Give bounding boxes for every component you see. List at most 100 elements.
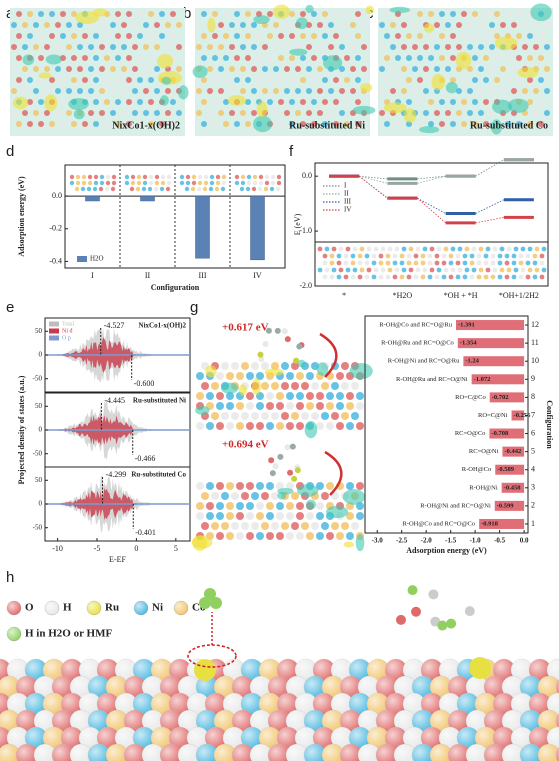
atom	[441, 253, 447, 259]
surface-shine	[529, 693, 551, 715]
value-label: -1.24	[465, 358, 479, 365]
atom	[436, 246, 442, 252]
atom	[166, 174, 172, 180]
atom	[216, 392, 224, 400]
surface-shine	[547, 693, 559, 715]
surface-shine	[7, 727, 29, 749]
surface-shine	[160, 676, 182, 698]
atom	[115, 77, 121, 83]
atom	[264, 180, 270, 186]
atom	[87, 174, 93, 180]
atom	[71, 121, 77, 127]
atom	[516, 33, 522, 39]
atom	[379, 110, 385, 116]
atom	[197, 174, 203, 180]
charge-density	[316, 362, 329, 376]
atom	[384, 11, 390, 17]
atom	[533, 110, 539, 116]
surface-shine	[466, 676, 488, 698]
surface-shine	[493, 659, 515, 681]
atom	[286, 372, 294, 380]
connector	[475, 199, 505, 214]
atom	[115, 55, 121, 61]
atom	[197, 180, 203, 186]
atom	[218, 44, 224, 50]
atom	[289, 99, 295, 105]
atom	[439, 55, 445, 61]
atom	[457, 267, 463, 273]
atom	[352, 267, 358, 273]
surface-shine	[529, 659, 551, 681]
atom	[427, 253, 433, 259]
surface-shine	[493, 727, 515, 749]
bar	[250, 195, 265, 261]
atom	[49, 11, 55, 17]
atom	[344, 121, 350, 127]
atom	[300, 77, 306, 83]
surface-shine	[268, 676, 290, 698]
atom	[229, 110, 235, 116]
surface-shine	[169, 727, 191, 749]
molecule-atom	[265, 327, 272, 334]
atom	[115, 11, 121, 17]
atom	[355, 121, 361, 127]
atom	[278, 121, 284, 127]
atom	[344, 99, 350, 105]
atom	[11, 110, 17, 116]
charge-density	[68, 98, 89, 111]
surface-shine	[7, 693, 29, 715]
atom	[246, 180, 252, 186]
atom	[472, 55, 478, 61]
y-tick-label: 3	[531, 483, 535, 492]
bar	[479, 518, 525, 529]
atom	[350, 274, 356, 280]
surface-shine	[286, 676, 308, 698]
atom	[212, 99, 218, 105]
y-tick-label: 0	[39, 500, 43, 508]
x-tick-label: II	[145, 271, 151, 280]
ru-atom	[469, 657, 491, 679]
surface-shine	[448, 744, 470, 761]
atom	[71, 77, 77, 83]
atom	[364, 260, 370, 266]
value-label: -0.589	[497, 466, 515, 473]
atom	[196, 392, 204, 400]
atom	[533, 22, 539, 28]
atom	[415, 267, 421, 273]
atom	[326, 422, 334, 430]
panel-letter: b	[183, 5, 191, 22]
atom	[295, 66, 301, 72]
atom	[132, 110, 138, 116]
y-axis-label: Configuration	[545, 400, 554, 449]
atom	[395, 55, 401, 61]
atom	[212, 11, 218, 17]
atom	[356, 402, 364, 410]
atom	[341, 362, 349, 370]
surface-shine	[430, 676, 452, 698]
atom	[55, 88, 61, 94]
atom	[218, 22, 224, 28]
atom	[322, 253, 328, 259]
charge-density	[253, 15, 270, 25]
atom	[392, 253, 398, 259]
surface-shine	[538, 676, 559, 698]
hmf-atom	[446, 618, 457, 629]
atom	[240, 88, 246, 94]
atom	[350, 22, 356, 28]
atom	[71, 33, 77, 39]
subplot-title: NixCo1-x(OH)2	[139, 322, 187, 330]
legend-shine	[7, 601, 21, 615]
atom	[82, 77, 88, 83]
atom	[16, 33, 22, 39]
atom	[77, 22, 83, 28]
atom	[401, 267, 407, 273]
atom	[256, 532, 264, 540]
atom	[456, 22, 462, 28]
atom	[539, 274, 545, 280]
atom	[126, 11, 132, 17]
charge-density	[264, 368, 285, 376]
atom	[422, 267, 428, 273]
atom	[27, 11, 33, 17]
atom	[511, 88, 517, 94]
surface-shine	[232, 676, 254, 698]
